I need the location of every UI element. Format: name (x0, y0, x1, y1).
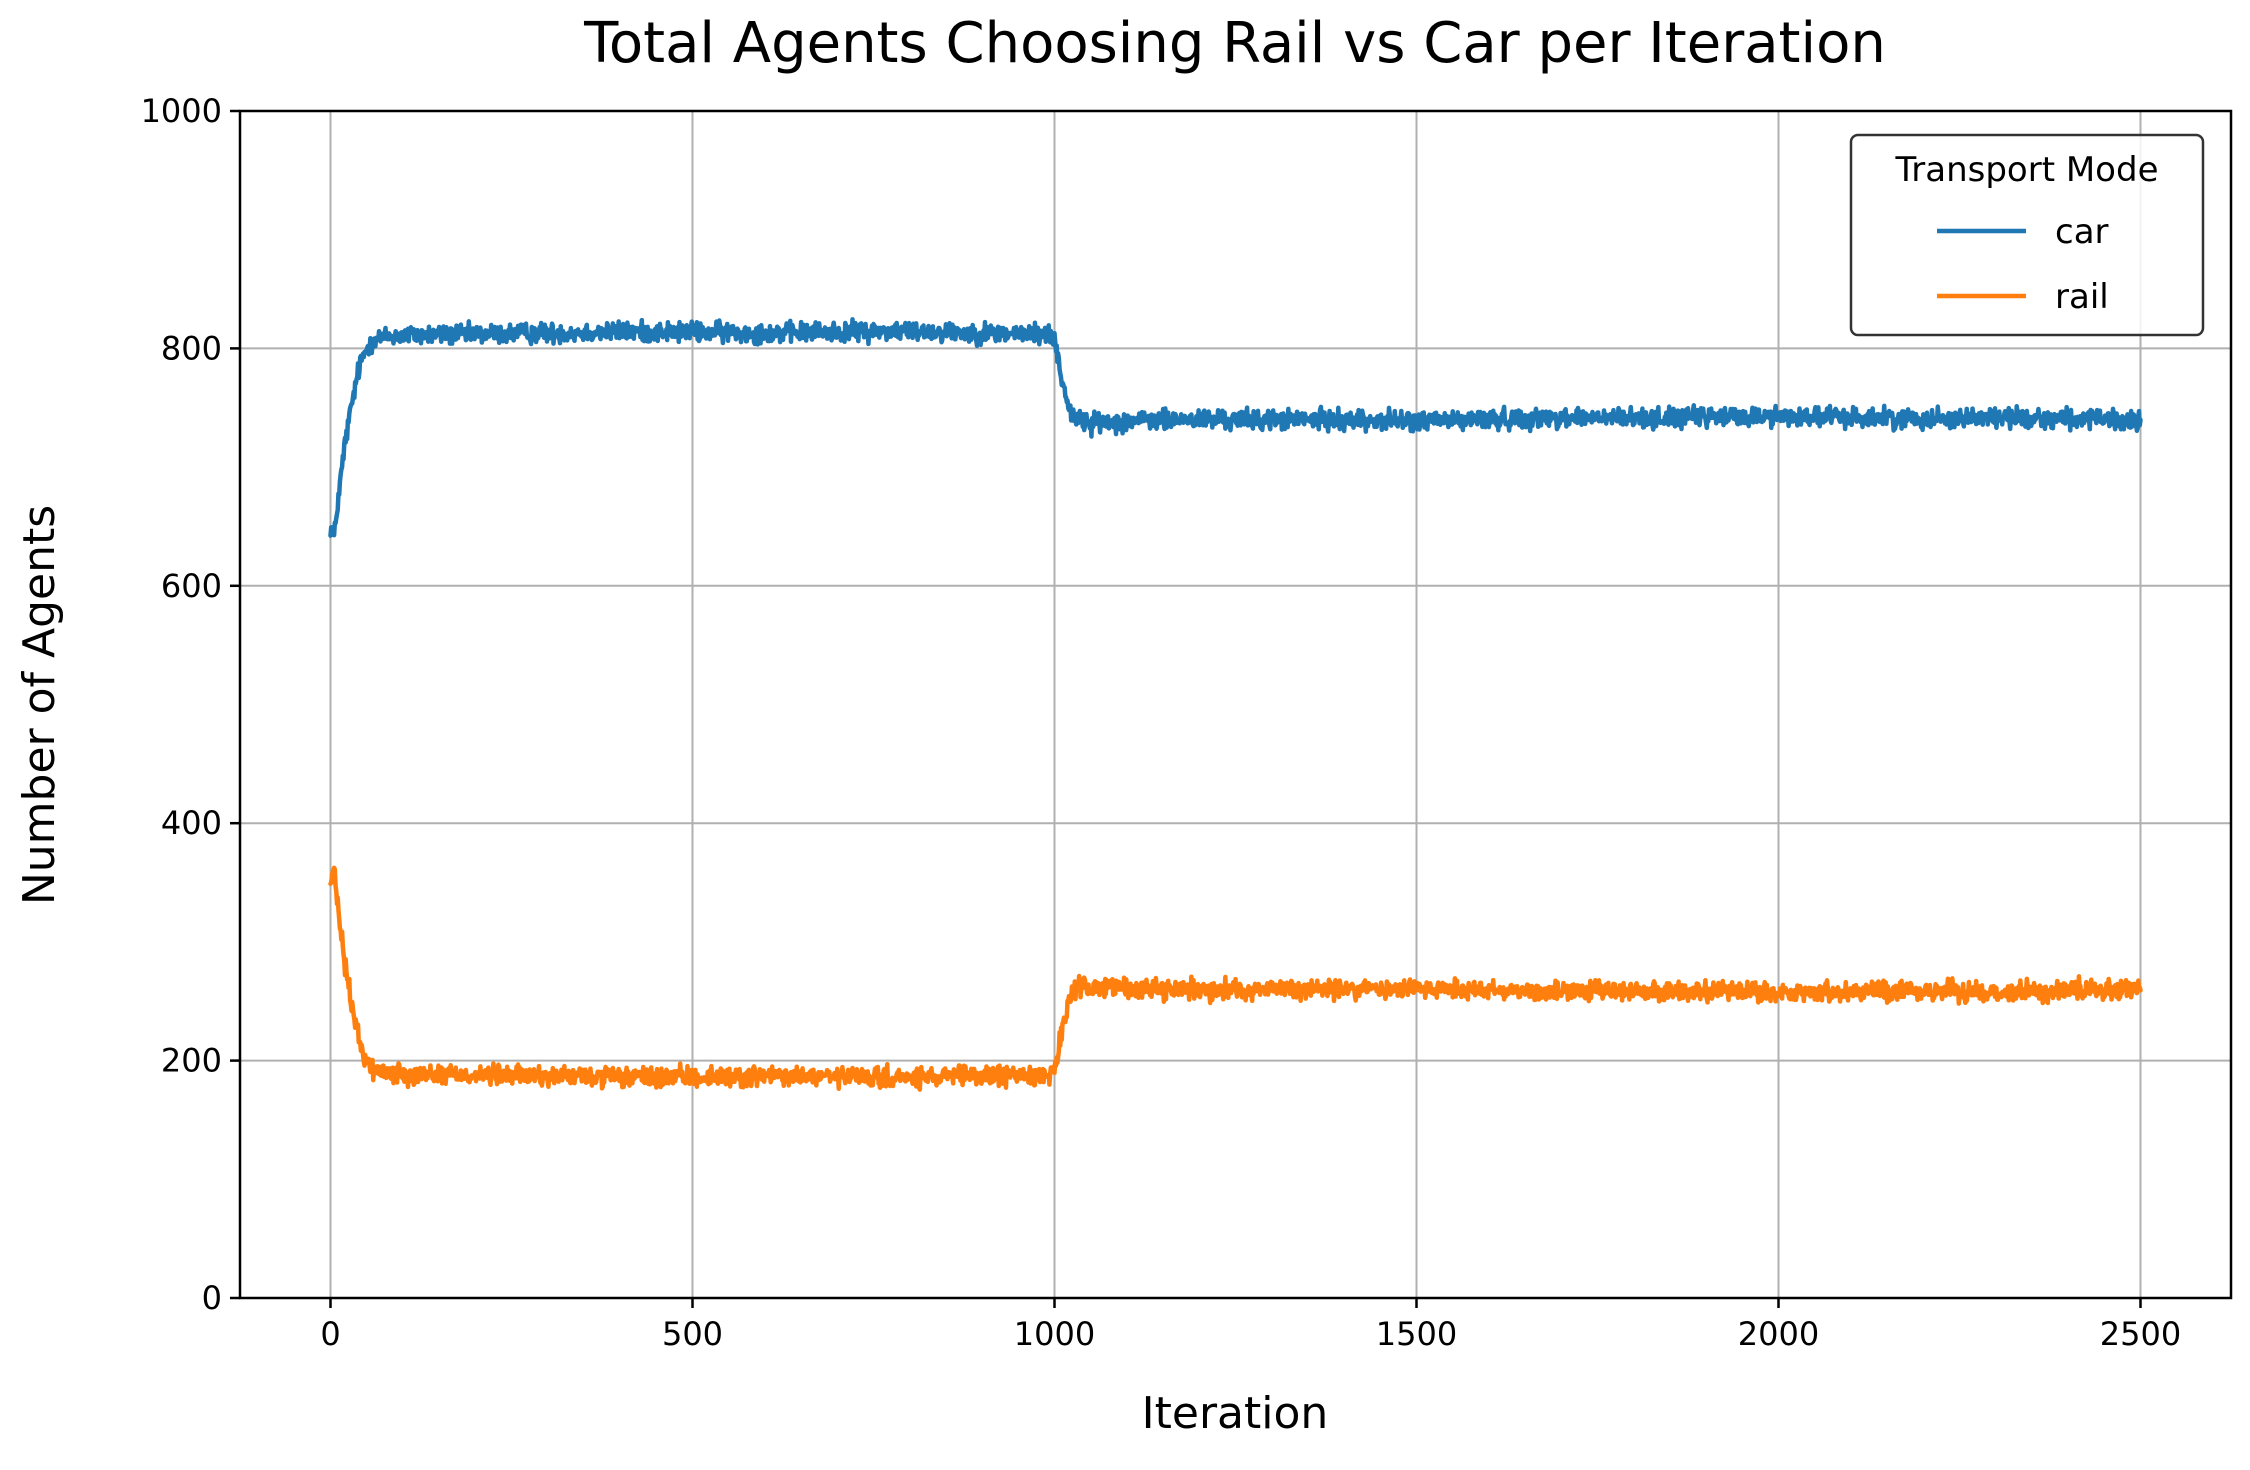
y-tick-label-600: 600 (161, 567, 222, 605)
y-axis-label: Number of Agents (14, 505, 65, 905)
series-line-rail (328, 865, 2143, 1092)
x-tick-label-1500: 1500 (1376, 1315, 1457, 1353)
x-tick-label-500: 500 (662, 1315, 723, 1353)
axes-layer: 0 500 1000 1500 2000 2500 0 200 400 600 800 1000 (141, 92, 2233, 1353)
chart-title: Total Agents Choosing Rail vs Car per It… (583, 11, 1886, 76)
y-tick-label-400: 400 (161, 804, 222, 842)
legend: Transport Mode car rail (1849, 133, 2205, 337)
y-tick-label-1000: 1000 (141, 92, 222, 130)
legend-frame (1849, 133, 2205, 337)
x-axis-label: Iteration (1142, 1388, 1329, 1439)
x-tick-label-2500: 2500 (2100, 1315, 2181, 1353)
x-tick-label-1000: 1000 (1014, 1315, 1095, 1353)
y-tick-label-800: 800 (161, 329, 222, 367)
legend-label-car: car (2055, 212, 2109, 252)
x-tick-label-2000: 2000 (1738, 1315, 1819, 1353)
x-tick-label-0: 0 (320, 1315, 340, 1353)
legend-title: Transport Mode (1895, 150, 2159, 190)
plot-frame (238, 109, 2233, 1300)
series-layer (328, 317, 2143, 1092)
y-tick-label-200: 200 (161, 1042, 222, 1080)
legend-label-rail: rail (2055, 277, 2109, 317)
series-line-car (328, 317, 2143, 538)
y-tick-label-0: 0 (202, 1279, 222, 1317)
